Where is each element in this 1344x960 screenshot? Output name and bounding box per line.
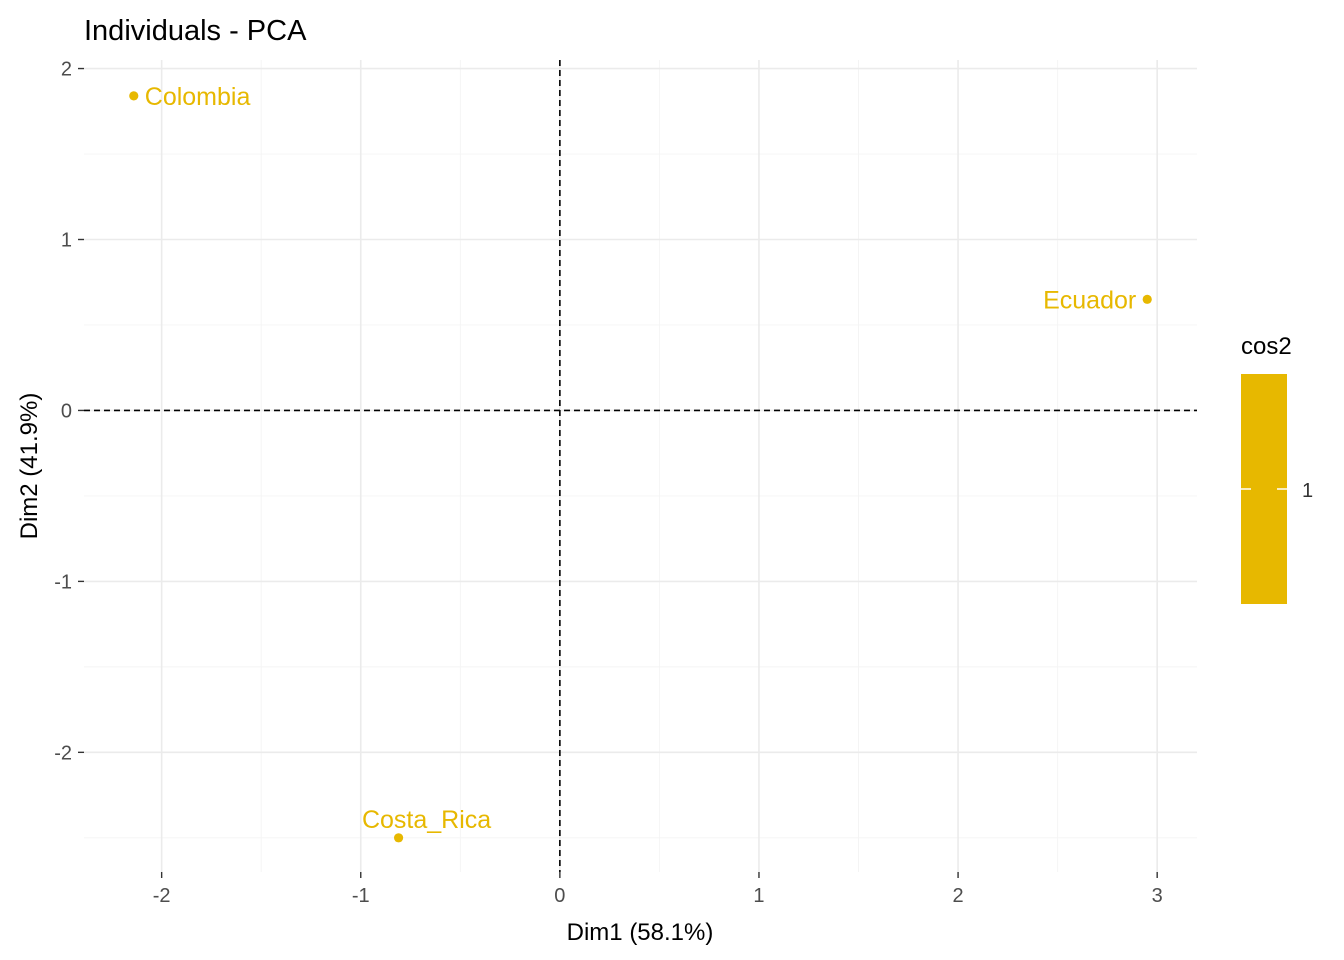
chart-title: Individuals - PCA	[84, 15, 307, 47]
y-axis-title: Dim2 (41.9%)	[16, 393, 43, 540]
y-tick-label: 2	[61, 59, 72, 81]
major-gridlines	[84, 60, 1197, 872]
x-axis: -2 -1 0 1 2 3	[153, 872, 1163, 907]
data-point	[1142, 294, 1152, 304]
x-tick-label: 2	[953, 885, 964, 907]
x-tick-label: 1	[753, 885, 764, 907]
x-tick-label: -2	[153, 885, 171, 907]
reference-lines	[84, 60, 1197, 872]
y-tick-label: -2	[54, 742, 72, 764]
y-tick-label: 0	[61, 400, 72, 422]
minor-gridlines	[84, 60, 1197, 872]
y-tick-label: 1	[61, 229, 72, 251]
x-axis-title: Dim1 (58.1%)	[567, 919, 714, 946]
x-tick-label: -1	[352, 885, 370, 907]
data-point	[129, 91, 139, 101]
x-tick-label: 0	[554, 885, 565, 907]
legend-label: 1	[1302, 480, 1313, 502]
legend: cos2 1	[1241, 333, 1313, 604]
y-axis: -2 -1 0 1 2	[54, 59, 84, 764]
y-tick-label: -1	[54, 571, 72, 593]
point-label: Costa_Rica	[362, 806, 491, 834]
x-tick-label: 3	[1152, 885, 1163, 907]
data-point	[393, 833, 404, 843]
point-label: Colombia	[145, 83, 251, 111]
data-points: Colombia Ecuador Costa_Rica	[129, 83, 1152, 843]
legend-title: cos2	[1241, 333, 1292, 360]
point-label: Ecuador	[1043, 286, 1136, 314]
